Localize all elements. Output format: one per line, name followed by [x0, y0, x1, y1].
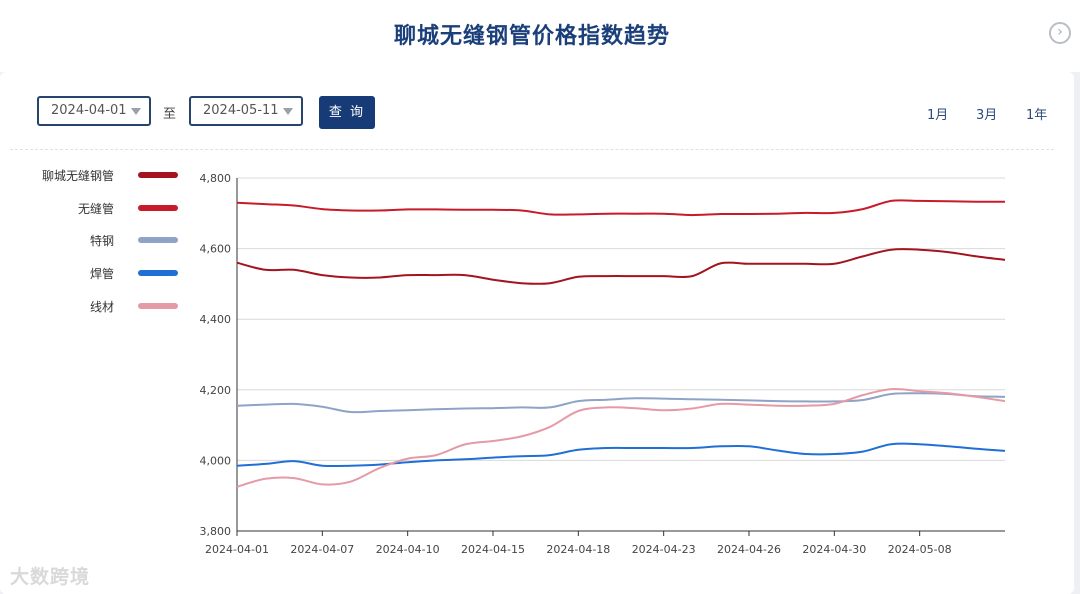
range-1-year[interactable]: 1年 [1026, 108, 1048, 123]
legend-label: 线材 [89, 300, 114, 314]
caret-down-icon [283, 108, 293, 115]
legend-swatch [138, 270, 178, 276]
chevron-right-circle-icon[interactable]: › [1049, 22, 1071, 44]
legend-label: 焊管 [89, 267, 114, 281]
legend-swatch [138, 172, 178, 178]
start-date-value: 2024-04-01 [51, 103, 127, 118]
legend-item-special-steel[interactable]: 特钢 [0, 231, 180, 251]
x-tick-label: 2024-04-07 [290, 543, 354, 556]
series-line [236, 199, 1005, 217]
legend-label: 特钢 [89, 234, 114, 248]
legend-item-wire-rod[interactable]: 线材 [0, 297, 180, 317]
series-line [236, 248, 1006, 285]
start-date-select[interactable]: 2024-04-01 [37, 96, 151, 126]
legend-item-liaocheng[interactable]: 聊城无缝钢管 [0, 166, 180, 186]
page-title: 聊城无缝钢管价格指数趋势 [393, 24, 670, 49]
y-tick-label: 4,400 [200, 313, 232, 326]
y-tick-label: 3,800 [200, 525, 232, 538]
legend-swatch [138, 205, 178, 211]
series-line [236, 387, 1006, 488]
end-date-value: 2024-05-11 [203, 103, 279, 118]
end-date-select[interactable]: 2024-05-11 [189, 96, 303, 126]
x-tick-label: 2024-04-01 [205, 543, 269, 556]
y-tick-label: 4,600 [200, 243, 232, 256]
to-label: 至 [163, 107, 177, 122]
header-bar [0, 0, 1080, 72]
legend-label: 无缝管 [77, 202, 114, 216]
x-tick-label: 2024-04-23 [632, 543, 696, 556]
legend-label: 聊城无缝钢管 [41, 169, 114, 183]
divider [10, 149, 1054, 150]
series-line [236, 442, 1006, 468]
x-tick-label: 2024-04-10 [376, 543, 440, 556]
y-tick-label: 4,200 [200, 384, 232, 397]
y-tick-label: 4,000 [200, 454, 232, 467]
range-1-month[interactable]: 1月 [927, 108, 949, 123]
legend-swatch [138, 237, 178, 243]
x-tick-label: 2024-04-26 [717, 543, 781, 556]
query-button[interactable]: 查 询 [319, 96, 375, 129]
legend-item-seamless[interactable]: 无缝管 [0, 199, 180, 219]
x-tick-label: 2024-04-18 [546, 543, 610, 556]
chart-card: 2024-04-01 至 2024-05-11 查 询 1月 3月 1年 聊城无… [0, 72, 1074, 594]
legend-item-welded[interactable]: 焊管 [0, 264, 180, 284]
series-line [236, 392, 1006, 414]
y-tick-label: 4,800 [200, 172, 232, 185]
watermark: 大数跨境 [10, 566, 91, 588]
legend-swatch [138, 303, 178, 309]
range-3-months[interactable]: 3月 [976, 108, 998, 123]
caret-down-icon [131, 108, 141, 115]
x-tick-label: 2024-04-15 [461, 543, 525, 556]
x-tick-label: 2024-04-30 [802, 543, 866, 556]
x-tick-label: 2024-05-08 [888, 543, 952, 556]
